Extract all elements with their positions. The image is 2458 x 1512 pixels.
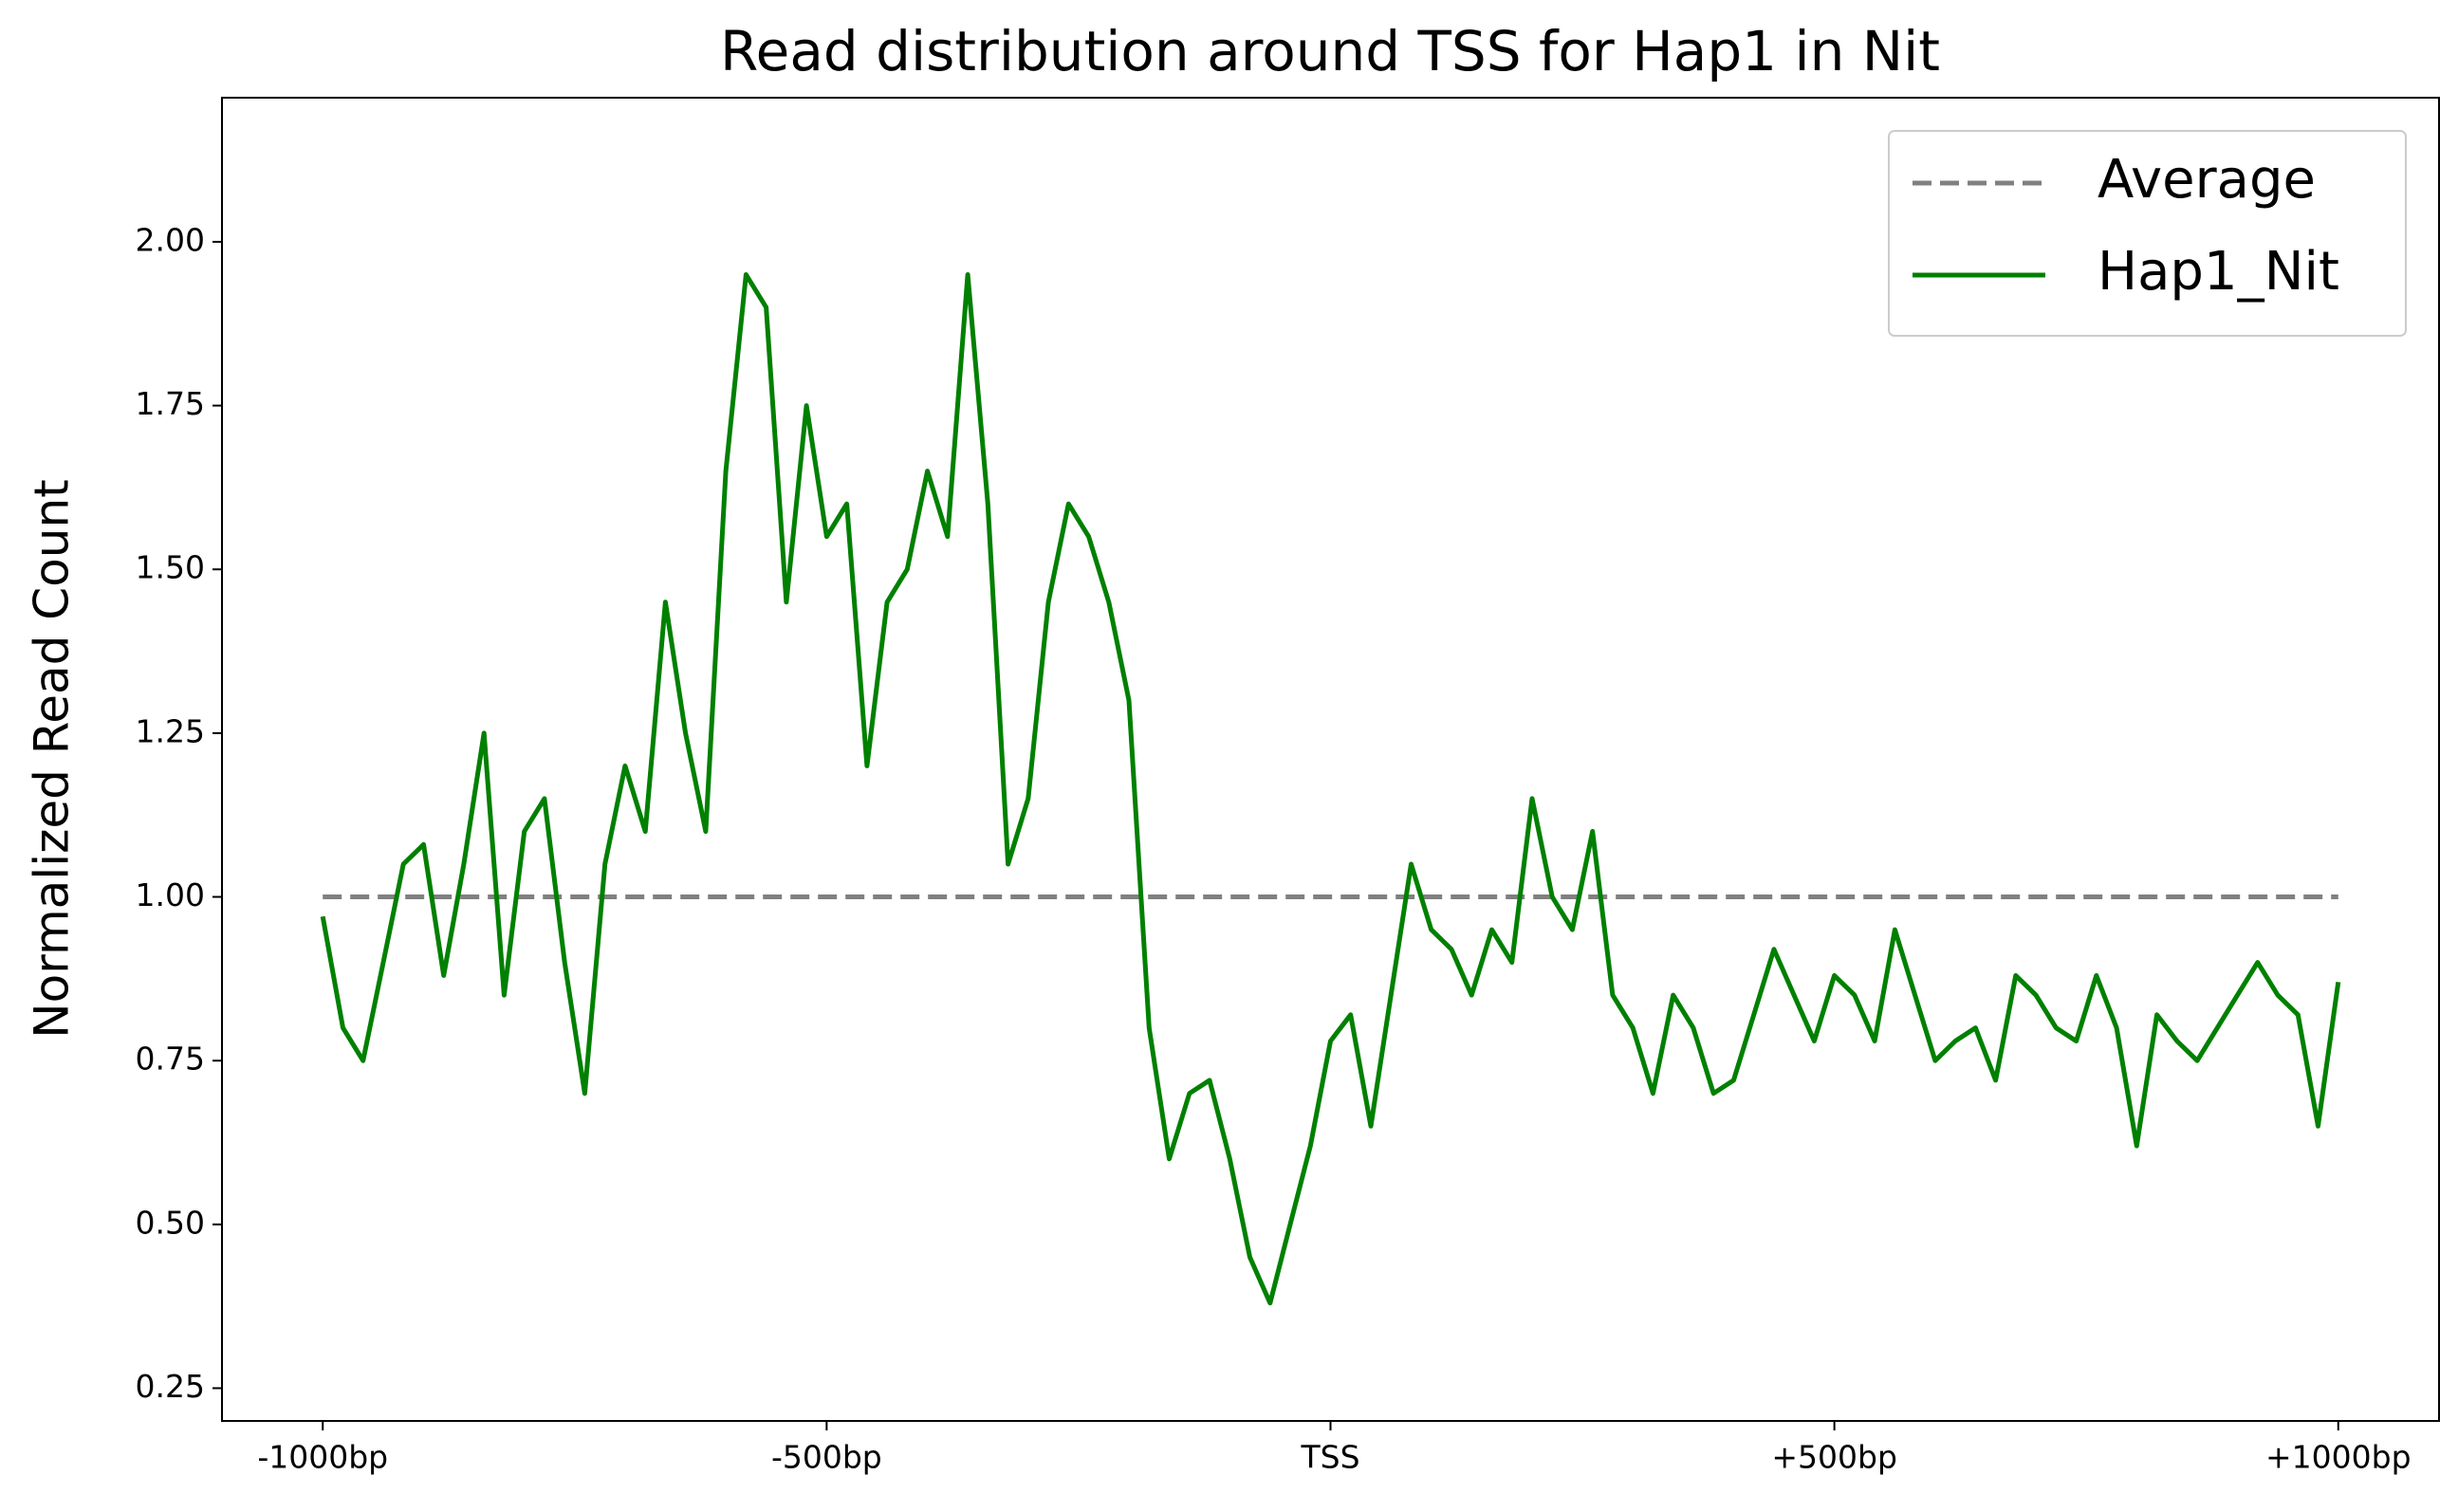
series-line <box>320 272 2341 1306</box>
legend-label: Average <box>2098 149 2316 211</box>
plot-frame <box>221 97 2440 1422</box>
y-tick-label: 1.50 <box>136 549 205 586</box>
y-tick-label: 1.25 <box>136 712 205 749</box>
x-tick-label: +500bp <box>1771 1439 1897 1476</box>
y-tick-label: 1.00 <box>136 876 205 913</box>
y-axis-label: Normalized Read Count <box>25 479 80 1038</box>
y-tick-label: 0.75 <box>136 1041 205 1078</box>
legend-box <box>1888 130 2407 337</box>
y-tick-label: 1.75 <box>136 385 205 422</box>
x-tick-label: +1000bp <box>2265 1439 2412 1476</box>
x-tick-label: -1000bp <box>257 1439 388 1476</box>
y-tick-label: 2.00 <box>136 221 205 258</box>
x-tick-label: -500bp <box>771 1439 882 1476</box>
y-tick-label: 0.50 <box>136 1204 205 1241</box>
y-tick-label: 0.25 <box>136 1368 205 1405</box>
legend-label: Hap1_Nit <box>2098 241 2339 303</box>
x-tick-label: TSS <box>1300 1439 1359 1476</box>
chart-title: Read distribution around TSS for Hap1 in… <box>720 19 1940 83</box>
